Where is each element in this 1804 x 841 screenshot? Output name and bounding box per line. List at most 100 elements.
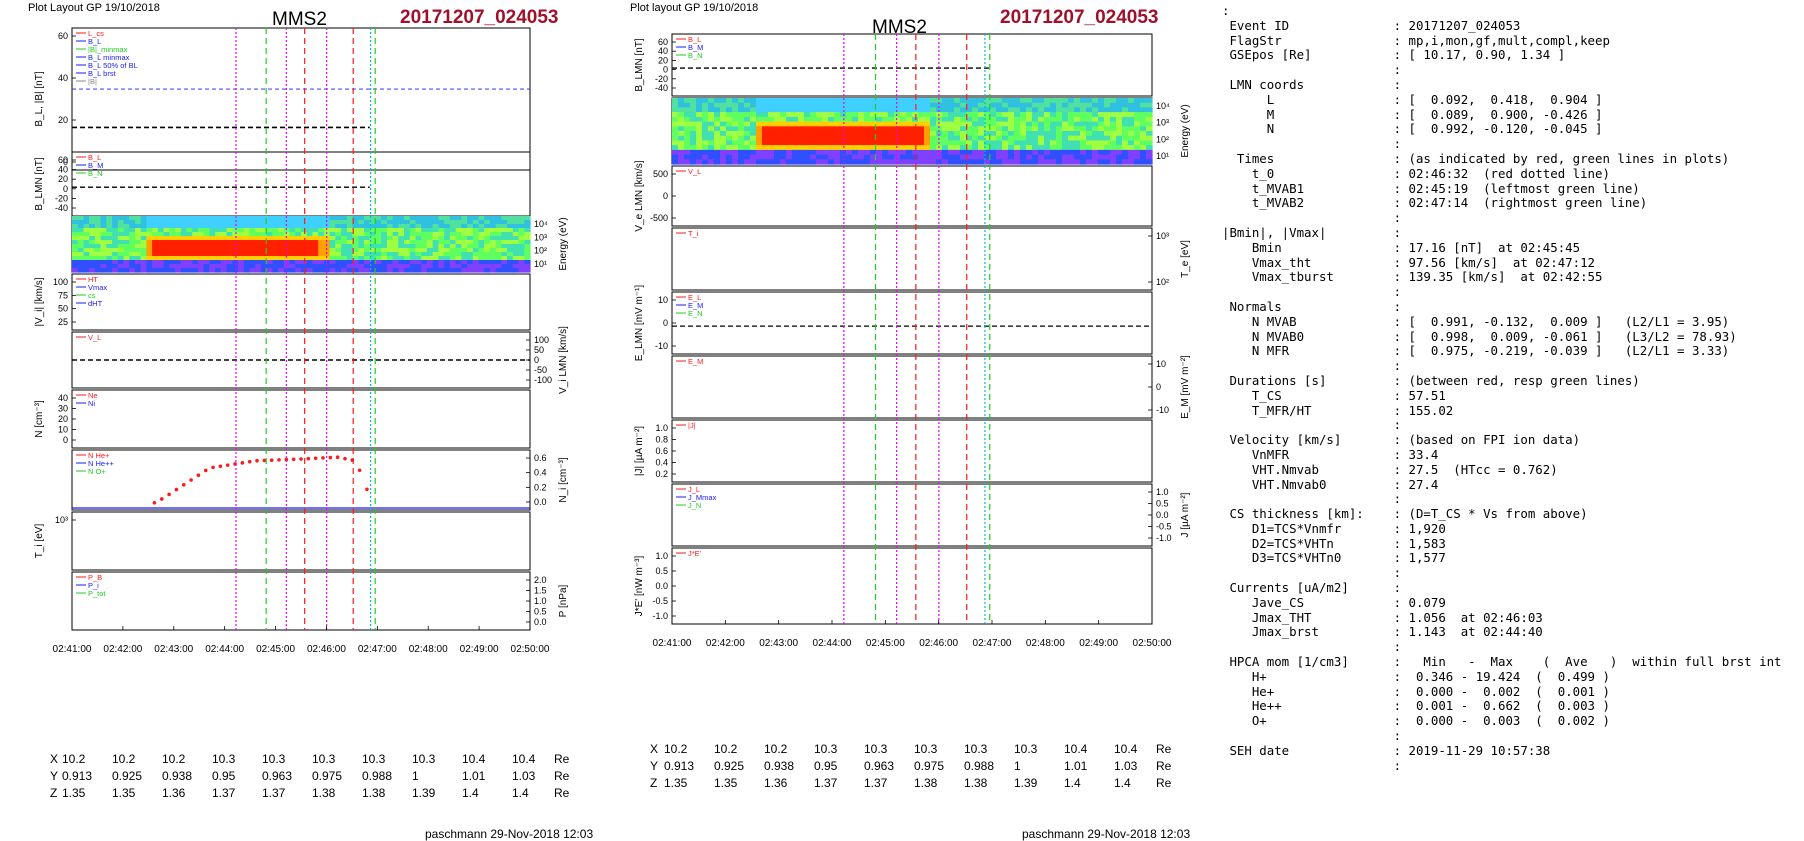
spectrogram-cell	[495, 268, 502, 273]
spectrogram-cell	[455, 216, 462, 221]
summary-line: D1=TCS*Vnmfr : 1,920	[1222, 520, 1446, 536]
spectrogram-cell	[186, 244, 193, 249]
spectrogram-cell	[220, 228, 228, 233]
spectrogram-cell	[129, 216, 136, 221]
spectrogram-cell	[106, 264, 113, 269]
spectrogram-cell	[990, 149, 997, 156]
spectrogram-cell	[672, 112, 679, 118]
legend-entry: Ni	[88, 399, 95, 408]
spectrogram-cell	[948, 126, 955, 132]
spectrogram-cell	[1116, 112, 1123, 118]
spectrogram-cell	[1122, 145, 1129, 151]
y-tick-label: 0	[1156, 382, 1161, 392]
spectrogram-cell	[415, 268, 422, 273]
legend-entry: J*E'	[688, 549, 702, 558]
spectrogram-cell	[432, 248, 439, 253]
y-axis-label: |J| [µA m⁻²]	[634, 426, 645, 476]
spectrogram-cell	[912, 131, 919, 137]
spectrogram-cell	[197, 248, 205, 253]
y-axis-label: J [µA m⁻²]	[1180, 492, 1191, 537]
spectrogram-cell	[714, 107, 721, 113]
spectrogram-cell	[518, 268, 525, 273]
spectrogram-cell	[152, 252, 159, 257]
coord-value: 10.3	[212, 752, 236, 766]
summary-line: :	[1222, 491, 1402, 507]
spectrogram-cell	[762, 145, 769, 151]
spectrogram-cell	[329, 236, 336, 241]
spectrogram-cell	[936, 159, 943, 165]
spectrogram-cell	[720, 116, 727, 123]
spectrogram-cell	[243, 252, 251, 257]
legend-entry: N O+	[88, 467, 106, 476]
x-tick-label: 02:50:00	[511, 644, 550, 655]
spectrogram-cell	[870, 135, 877, 141]
spectrogram-cell	[702, 154, 709, 160]
spectrogram-cell	[123, 268, 130, 273]
spectrogram-cell	[100, 224, 107, 229]
spectrogram-cell	[501, 244, 508, 249]
spectrogram-cell	[894, 131, 901, 137]
spectrogram-cell	[1110, 140, 1117, 146]
spectrogram-cell	[1068, 116, 1075, 123]
spectrogram-cell	[1050, 154, 1057, 160]
spectrogram-cell	[404, 256, 411, 261]
spectrogram-cell	[966, 116, 973, 123]
spectrogram-cell	[449, 260, 457, 265]
spectrogram-cell	[524, 252, 531, 257]
spectrogram-cell	[467, 240, 474, 245]
spectrogram-cell	[930, 112, 937, 118]
spectrogram-cell	[266, 260, 273, 265]
spectrogram-cell	[882, 149, 889, 156]
spectrogram-cell	[232, 264, 239, 269]
spectrogram-cell	[888, 159, 895, 165]
spectrogram-cell	[112, 228, 119, 233]
spectrogram-cell	[1098, 159, 1105, 165]
spectrogram-cell	[1140, 159, 1147, 165]
spectrogram-cell	[750, 112, 757, 118]
spectrogram-cell	[381, 252, 388, 257]
y-tick-label: 0.4	[534, 468, 547, 478]
spectrogram-cell	[112, 220, 119, 225]
spectrogram-cell	[386, 268, 394, 273]
spectrogram-cell	[323, 232, 331, 237]
spectrogram-cell	[738, 121, 745, 127]
spectrogram-cell	[972, 121, 979, 127]
spectrogram-cell	[392, 244, 399, 249]
spectrogram-cell	[1086, 154, 1093, 160]
spectrogram-cell	[822, 107, 829, 113]
spectrogram-cell	[870, 126, 877, 132]
spectrogram-cell	[152, 264, 159, 269]
spectrogram-cell	[524, 260, 531, 265]
spectrogram-cell	[175, 232, 182, 237]
spectrogram-cell	[726, 112, 733, 118]
spectrogram-cell	[978, 102, 985, 108]
spectrogram-cell	[1116, 116, 1123, 123]
spectrogram-cell	[684, 135, 691, 141]
spectrogram-cell	[942, 140, 949, 146]
spectrogram-cell	[906, 102, 913, 108]
spectrogram-cell	[295, 240, 302, 245]
coord-value: 1.4	[1114, 776, 1131, 790]
spectrogram-cell	[157, 268, 165, 273]
spectrogram-cell	[89, 240, 96, 245]
spectrogram-cell	[163, 224, 170, 229]
spectrogram-cell	[232, 224, 239, 229]
spectrogram-cell	[1068, 112, 1075, 118]
summary-line: L : [ 0.092, 0.418, 0.904 ]	[1222, 91, 1603, 107]
nhe-pp-point	[211, 465, 215, 470]
spectrogram-cell	[738, 107, 745, 113]
spectrogram-cell	[1068, 135, 1075, 141]
spectrogram-cell	[358, 232, 365, 237]
spectrogram-cell	[732, 145, 739, 151]
spectrogram-cell	[438, 240, 445, 245]
spectrogram-cell	[882, 131, 889, 137]
spectrogram-cell	[1140, 102, 1147, 108]
spectrogram-cell	[1098, 140, 1105, 146]
spectrogram-cell	[369, 252, 376, 257]
spectrogram-cell	[834, 116, 841, 123]
spectrogram-cell	[392, 232, 399, 237]
spectrogram-cell	[238, 260, 245, 265]
spectrogram-cell	[984, 107, 991, 113]
spectrogram-cell	[484, 232, 491, 237]
spectrogram-cell	[295, 228, 302, 233]
